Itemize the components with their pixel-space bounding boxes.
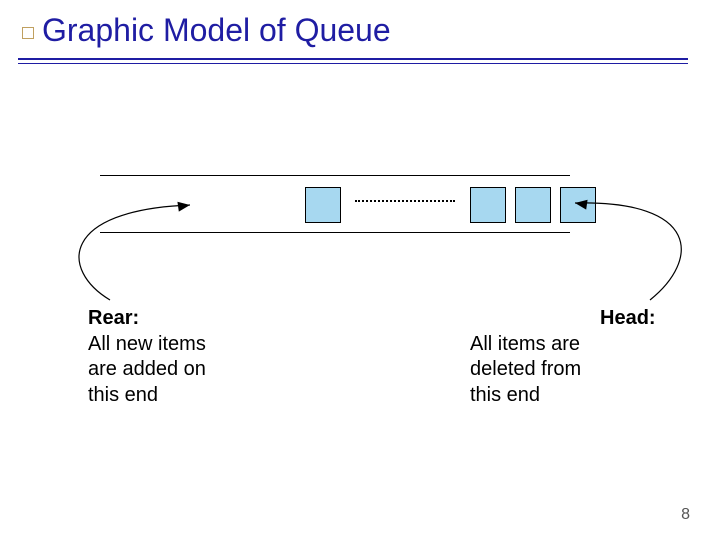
queue-box [305,187,341,223]
queue-box [515,187,551,223]
head-label-line: All items are [470,333,580,355]
queue-box [470,187,506,223]
title-rule-thick [18,58,688,60]
rear-label-line: All new items [88,333,206,355]
rear-label-line: are added on [88,358,206,380]
slide-title-block: Graphic Model of Queue [22,12,391,49]
rear-label-title: Rear: [88,307,139,329]
head-label-line: deleted from [470,358,581,380]
queue-ellipsis [355,200,455,202]
rear-label: Rear: All new items are added on this en… [88,306,206,408]
slide-title: Graphic Model of Queue [42,12,391,49]
title-rule-thin [18,63,688,64]
head-label-body: All items are deleted from this end [470,306,581,408]
page-number: 8 [681,506,690,524]
title-underline [18,58,688,64]
arrows-layer [0,0,720,540]
queue-box [560,187,596,223]
queue-diagram [100,175,570,233]
queue-bottom-line [100,232,570,233]
rear-label-line: this end [88,384,158,406]
queue-body [100,176,570,232]
title-bullet-icon [22,27,34,39]
head-label-line: this end [470,384,540,406]
head-label-title-wrap: Head: [600,306,656,332]
head-label-title: Head: [600,307,656,329]
